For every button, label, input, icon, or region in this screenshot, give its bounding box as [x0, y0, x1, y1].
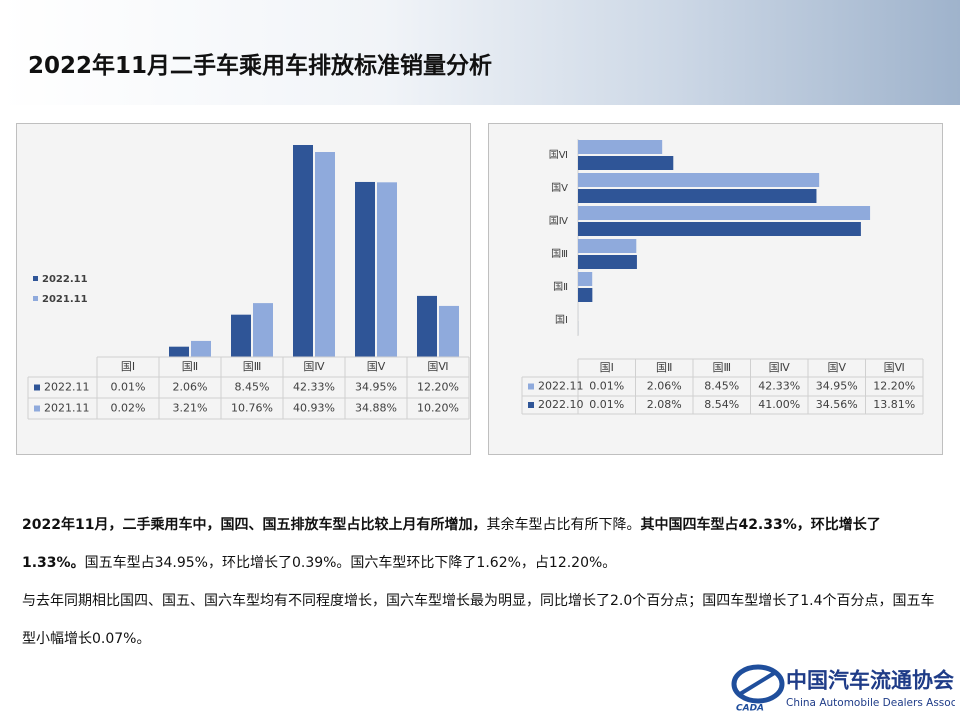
chart: 2022.11 2021.11 国Ⅰ 国Ⅱ 国Ⅲ 国Ⅳ 国Ⅴ 国Ⅵ 2022.11 0.01% 2.…	[27, 145, 470, 420]
table-header: 国Ⅰ	[121, 360, 135, 373]
table-header: 国Ⅱ	[182, 360, 198, 373]
table-value: 34.88%	[355, 402, 397, 415]
text-run: 国五车型占34.95%，环比增长了0.39%。国六车型环比下降了1.62%，占1…	[84, 555, 617, 571]
bar	[578, 222, 861, 236]
table-header: 国Ⅲ	[243, 360, 262, 373]
table-header: 国Ⅱ	[656, 361, 672, 374]
table-header: 国Ⅳ	[769, 361, 791, 374]
y-tick-label: 国Ⅵ	[549, 149, 568, 161]
table-value: 10.76%	[231, 402, 273, 415]
table-value: 2.08%	[647, 398, 682, 411]
legend-marker	[34, 384, 40, 391]
header-band	[0, 0, 960, 105]
legend-marker	[33, 276, 38, 281]
text-run: 其余车型占比有所下降。	[486, 517, 641, 533]
y-tick-label: 国Ⅲ	[551, 248, 568, 260]
logo-icon	[731, 664, 785, 704]
table-header: 国Ⅴ	[367, 360, 386, 373]
table-series-name: 2022.11	[44, 381, 90, 394]
commentary: 2022年11月，二手乘用车中，国四、国五排放车型占比较上月有所增加，其余车型占…	[22, 506, 942, 658]
bar	[169, 346, 189, 357]
table-value: 0.01%	[111, 381, 146, 394]
y-tick-label: 国Ⅳ	[549, 215, 569, 227]
legend-label: 2021.11	[42, 294, 88, 305]
table-value: 41.00%	[758, 398, 800, 411]
chart-panel: 国Ⅰ 国Ⅱ 国Ⅲ 国Ⅳ 国Ⅴ 国Ⅵ 国Ⅰ 国Ⅱ 国Ⅲ 国Ⅳ 国Ⅴ 国Ⅵ 2022.11 0.01% 2.06…	[488, 123, 943, 455]
y-tick-label: 国Ⅱ	[553, 281, 568, 293]
table-value: 12.20%	[873, 380, 915, 393]
table-value: 8.54%	[704, 398, 739, 411]
table-series-name: 2022.11	[538, 380, 584, 393]
table-header: 国Ⅵ	[427, 360, 448, 373]
y-tick-label: 国Ⅰ	[555, 314, 568, 326]
table-value: 40.93%	[293, 402, 335, 415]
paragraph: 与去年同期相比国四、国五、国六车型均有不同程度增长，国六车型增长最为明显，同比增…	[22, 582, 942, 658]
table-value: 2.06%	[647, 380, 682, 393]
bar	[578, 189, 817, 203]
bar	[231, 314, 251, 357]
table-header: 国Ⅰ	[600, 361, 614, 374]
table-value: 42.33%	[758, 380, 800, 393]
bar	[578, 140, 663, 154]
legend-label: 2022.11	[42, 274, 88, 285]
legend-marker	[528, 383, 534, 390]
bar	[191, 340, 211, 357]
table-value: 0.01%	[589, 380, 624, 393]
table-value: 2.06%	[173, 381, 208, 394]
bar	[355, 181, 375, 357]
table-value: 0.02%	[111, 402, 146, 415]
bar	[253, 303, 273, 357]
legend-marker	[34, 405, 40, 412]
logo: CADA 中国汽车流通协会 China Automobile Dealers A…	[731, 664, 955, 714]
table-header: 国Ⅳ	[303, 360, 325, 373]
table-header: 国Ⅴ	[827, 361, 846, 374]
bar	[578, 255, 637, 269]
logo-mark: CADA	[736, 704, 764, 714]
text-run: 其中国四车型占42.33%，环比增长了1.33%。	[22, 517, 881, 571]
bar	[578, 288, 593, 302]
table-series-name: 2021.11	[44, 402, 90, 415]
table-header: 国Ⅵ	[884, 361, 905, 374]
table-value: 8.45%	[704, 380, 739, 393]
table-value: 8.45%	[235, 381, 270, 394]
bar	[417, 295, 437, 357]
table-value: 0.01%	[589, 398, 624, 411]
bar	[578, 206, 871, 220]
table-value: 34.56%	[816, 398, 858, 411]
table-value: 12.20%	[417, 381, 459, 394]
legend-marker	[33, 296, 38, 301]
text-run: 与去年同期相比国四、国五、国六车型均有不同程度增长，国六车型增长最为明显，同比增…	[22, 593, 935, 647]
chart: 国Ⅰ 国Ⅱ 国Ⅲ 国Ⅳ 国Ⅴ 国Ⅵ 国Ⅰ 国Ⅱ 国Ⅲ 国Ⅳ 国Ⅴ 国Ⅵ 2022.11 0.01% 2.06…	[521, 139, 924, 415]
bar	[578, 156, 674, 170]
table-value: 13.81%	[873, 398, 915, 411]
slide-title: 2022年11月二手车乘用车排放标准销量分析	[28, 53, 493, 79]
logo-name: 中国汽车流通协会	[786, 668, 954, 693]
chart-panel: 2022.11 2021.11 国Ⅰ 国Ⅱ 国Ⅲ 国Ⅳ 国Ⅴ 国Ⅵ 2022.11 0.01% 2.…	[16, 123, 471, 455]
legend-marker	[528, 402, 534, 408]
text-run: 2022年11月，二手乘用车中，国四、国五排放车型占比较上月有所增加，	[22, 517, 487, 533]
bar	[578, 173, 820, 187]
bar	[578, 239, 637, 253]
logo-icon	[738, 670, 778, 696]
table-value: 34.95%	[355, 381, 397, 394]
table-value: 10.20%	[417, 402, 459, 415]
table-series-name: 2022.10	[538, 398, 584, 411]
y-tick-label: 国Ⅴ	[551, 182, 568, 194]
bar	[377, 182, 397, 357]
table-header: 国Ⅲ	[712, 361, 731, 374]
table-value: 3.21%	[173, 402, 208, 415]
table-value: 34.95%	[816, 380, 858, 393]
bar	[439, 305, 459, 357]
bar	[578, 272, 593, 286]
logo-english: China Automobile Dealers Association	[786, 697, 955, 709]
bar	[315, 152, 335, 357]
table-value: 42.33%	[293, 381, 335, 394]
paragraph: 2022年11月，二手乘用车中，国四、国五排放车型占比较上月有所增加，其余车型占…	[22, 506, 942, 582]
bar	[293, 145, 313, 357]
